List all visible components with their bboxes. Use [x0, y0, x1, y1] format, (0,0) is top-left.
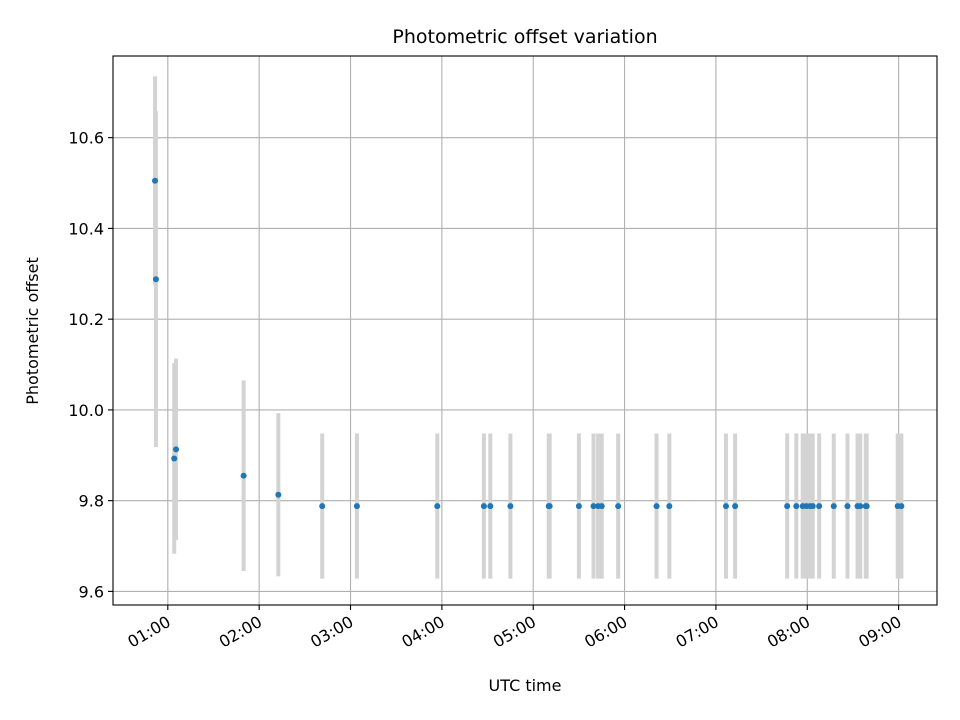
data-point [575, 503, 582, 510]
y-tick-label: 9.8 [79, 492, 104, 511]
data-point [152, 177, 159, 184]
y-axis-ticks: 9.6 9.8 10.0 10.2 10.4 10.6 [68, 129, 113, 601]
data-point [830, 503, 837, 510]
data-point [152, 276, 159, 283]
data-point [319, 503, 326, 510]
data-point [898, 503, 905, 510]
data-point [434, 503, 441, 510]
data-point [816, 503, 823, 510]
data-point [844, 503, 851, 510]
x-axis-title: UTC time [489, 676, 562, 695]
data-point [666, 503, 673, 510]
data-point [353, 503, 360, 510]
data-point [546, 503, 553, 510]
data-point [615, 503, 622, 510]
y-tick-label: 10.4 [68, 219, 104, 238]
data-point [653, 503, 660, 510]
data-points [152, 177, 905, 510]
y-axis-title: Photometric offset [23, 257, 42, 405]
data-point [240, 472, 247, 479]
data-point [722, 503, 729, 510]
data-point [507, 503, 514, 510]
data-point [480, 503, 487, 510]
grid [113, 56, 937, 605]
data-point [863, 503, 870, 510]
data-point [487, 503, 494, 510]
data-point [171, 455, 178, 462]
data-point [173, 446, 180, 453]
y-tick-label: 9.6 [79, 582, 104, 601]
data-point [732, 503, 739, 510]
data-point [809, 503, 816, 510]
data-point [275, 491, 282, 498]
chart-title: Photometric offset variation [392, 26, 657, 48]
y-tick-label: 10.2 [68, 310, 104, 329]
data-point [793, 503, 800, 510]
plot-area-frame [112, 55, 938, 606]
y-tick-label: 10.6 [68, 129, 104, 148]
data-point [857, 503, 864, 510]
data-point [590, 503, 597, 510]
y-tick-label: 10.0 [68, 401, 104, 420]
data-point [598, 503, 605, 510]
data-point [784, 503, 791, 510]
